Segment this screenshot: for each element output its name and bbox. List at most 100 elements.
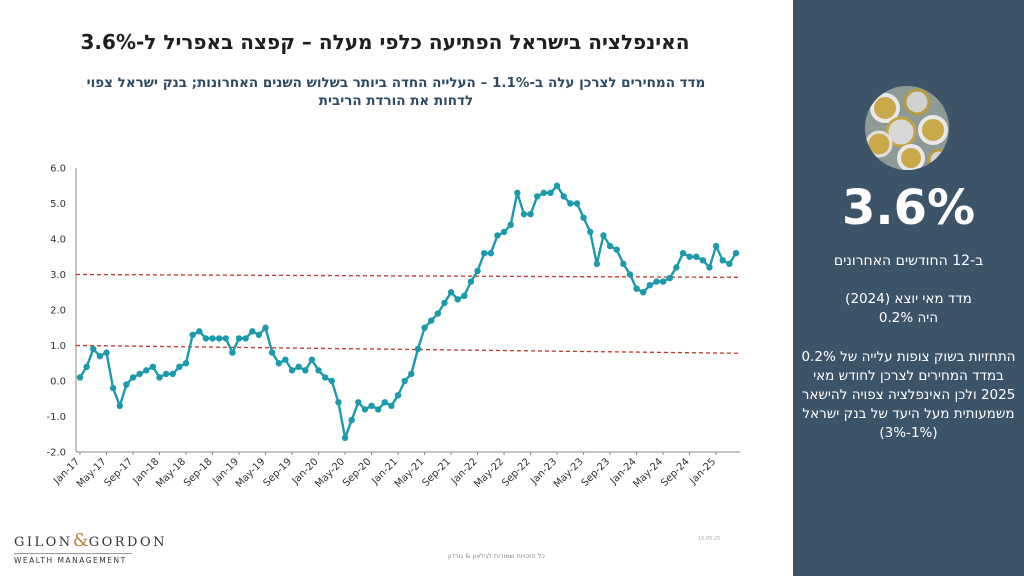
x-tick-label: May-21	[393, 456, 427, 490]
cpi-data-point	[83, 363, 90, 370]
side-note-1-line-2: היה 0.2%	[878, 310, 939, 326]
cpi-data-point	[295, 363, 302, 370]
cpi-data-point	[328, 377, 335, 385]
cpi-data-point	[381, 399, 389, 406]
big-number-label: ב-12 החודשים האחרונים	[833, 253, 984, 269]
x-tick-label: May-19	[234, 456, 268, 490]
cpi-data-point	[302, 367, 309, 374]
cpi-data-point	[699, 257, 707, 264]
cpi-data-point	[315, 367, 322, 374]
cpi-data-point	[573, 200, 581, 207]
cpi-data-point	[176, 363, 183, 370]
y-tick-label: 6.0	[50, 164, 66, 175]
cpi-data-point	[706, 264, 713, 271]
cpi-data-point	[275, 360, 282, 367]
x-tick-label: Sep-21	[421, 456, 454, 489]
cpi-data-point	[693, 253, 700, 260]
cpi-data-point	[547, 189, 554, 197]
cpi-data-point	[534, 193, 541, 200]
cpi-data-point	[600, 232, 607, 239]
cpi-data-point	[249, 328, 256, 335]
cpi-data-point	[719, 257, 726, 264]
cpi-data-point	[401, 377, 408, 385]
cpi-data-point	[626, 271, 634, 278]
cpi-data-point	[123, 381, 130, 388]
cpi-data-point	[288, 367, 296, 374]
cpi-data-point	[282, 356, 289, 363]
cpi-data-point	[487, 250, 495, 257]
y-tick-label: 1.0	[50, 341, 66, 352]
cpi-data-point	[653, 278, 660, 285]
company-logo: GILON&GORDON WEALTH MANAGEMENT	[14, 530, 165, 565]
cpi-data-point	[606, 242, 614, 250]
cpi-data-point	[348, 416, 355, 424]
cpi-data-point	[408, 370, 415, 378]
cpi-data-point	[494, 232, 501, 239]
cpi-data-point	[268, 349, 276, 356]
cpi-data-point	[514, 189, 521, 197]
cpi-data-point	[666, 274, 673, 282]
cpi-data-point	[368, 402, 375, 410]
cpi-data-point	[560, 193, 567, 200]
side-note-1-line-1: מדד מאי יוצא (2024)	[845, 291, 972, 307]
cpi-data-point	[209, 335, 216, 342]
y-tick-label: 3.0	[50, 270, 66, 281]
cpi-data-point	[76, 374, 84, 381]
cpi-data-point	[96, 352, 104, 360]
cpi-data-point	[189, 331, 196, 339]
cpi-data-point	[500, 228, 508, 236]
footer-rights: כל הזכויות שמורות לגילאון & גורדון	[448, 552, 545, 560]
cpi-data-point	[646, 281, 654, 289]
x-tick-label: Sep-17	[102, 456, 135, 489]
coins-photo-icon	[865, 86, 949, 170]
cpi-data-point	[374, 406, 382, 413]
cpi-data-point	[182, 360, 190, 367]
cpi-data-point	[149, 363, 157, 370]
x-tick-label: May-18	[154, 456, 188, 490]
cpi-data-point	[90, 345, 97, 353]
cpi-data-point	[673, 264, 680, 271]
cpi-data-point	[732, 250, 740, 257]
y-tick-label: -2.0	[46, 448, 66, 459]
logo-name-right: GORDON	[88, 535, 168, 550]
cpi-data-point	[116, 402, 123, 410]
target-lower-line	[75, 344, 741, 354]
side-note-may-2024: מדד מאי יוצא (2024) היה 0.2%	[803, 290, 1014, 328]
x-tick-label: May-17	[75, 456, 109, 490]
cpi-data-point	[388, 402, 395, 410]
cpi-data-point	[162, 370, 170, 378]
slide-title: האינפלציה בישראל הפתיעה כלפי מעלה – קפצה…	[80, 30, 690, 54]
logo-name-left: GILON	[14, 535, 73, 550]
cpi-data-point	[620, 260, 627, 268]
subtitle-line-2: לדחות את הורדת הריבית	[318, 93, 474, 109]
cpi-data-point	[421, 324, 428, 331]
y-tick-label: -1.0	[46, 412, 66, 423]
cpi-data-point	[580, 214, 587, 221]
cpi-data-point	[262, 324, 269, 331]
cpi-data-point	[361, 406, 369, 413]
x-tick-label: May-22	[472, 456, 506, 490]
y-tick-label: 2.0	[50, 306, 66, 317]
inflation-big-number: 3.6%	[841, 180, 976, 236]
y-tick-label: 0.0	[50, 377, 66, 388]
footer-date: 15.05.25	[698, 536, 721, 542]
cpi-data-point	[553, 182, 561, 189]
cpi-data-point	[587, 228, 594, 236]
cpi-data-point	[341, 434, 349, 441]
target-upper-line	[75, 273, 741, 278]
x-tick-label: Sep-19	[262, 456, 295, 489]
cpi-data-point	[196, 328, 203, 335]
cpi-data-point	[414, 345, 422, 353]
side-note-forecast: התחזיות בשוק צופות עלייה של 0.2% במדד המ…	[801, 349, 1016, 441]
cpi-data-point	[308, 356, 316, 363]
x-tick-label: May-20	[313, 456, 347, 490]
x-tick-label: Sep-24	[659, 456, 692, 489]
x-tick-label: May-24	[631, 456, 665, 490]
cpi-data-point	[520, 210, 528, 218]
x-tick-label: Sep-18	[182, 456, 215, 489]
cpi-data-point	[169, 370, 176, 378]
cpi-data-point	[441, 299, 448, 307]
cpi-data-point	[355, 399, 362, 406]
cpi-data-point	[103, 349, 110, 356]
cpi-data-point	[540, 189, 548, 197]
